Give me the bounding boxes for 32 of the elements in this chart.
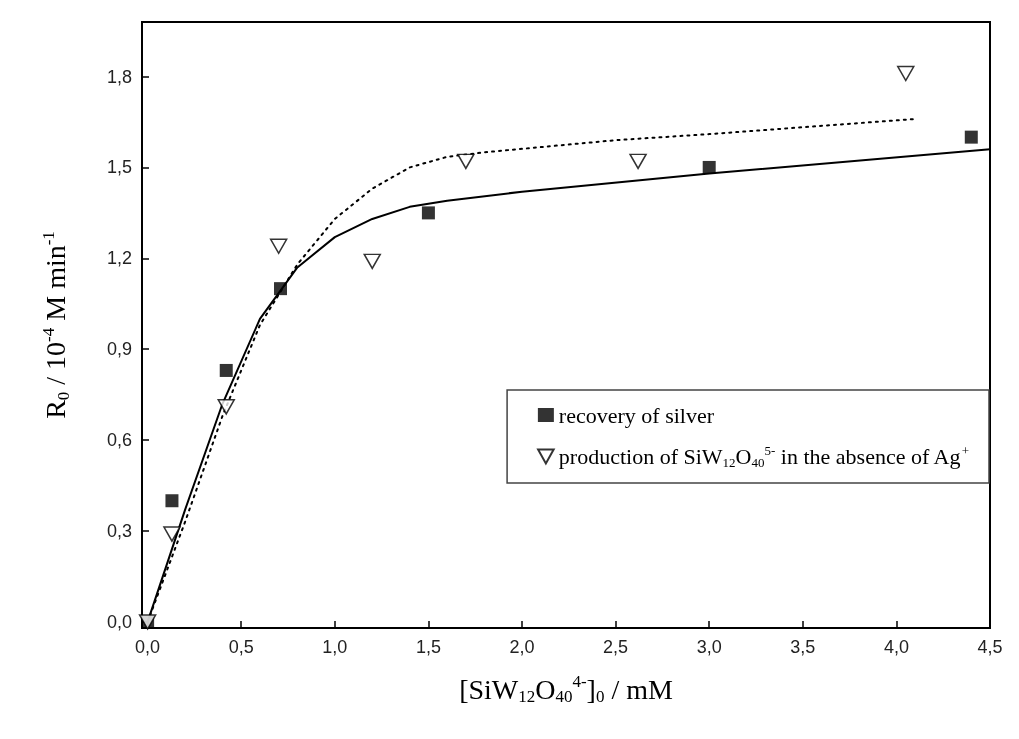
x-tick-label: 3,0 xyxy=(696,637,722,657)
x-tick-label: 1,0 xyxy=(322,637,348,657)
y-tick-label: 0,6 xyxy=(106,430,132,451)
y-tick-label: 0,3 xyxy=(106,521,132,542)
x-tick-label: 0,5 xyxy=(228,637,254,657)
legend-label: recovery of silver xyxy=(558,402,715,428)
point xyxy=(629,153,647,170)
y-tick-label: 1,5 xyxy=(106,157,132,178)
point xyxy=(457,153,475,170)
x-tick-label: 1,5 xyxy=(415,637,441,657)
x-tick-label: 4,5 xyxy=(977,637,1003,657)
x-tick-label: 0,0 xyxy=(135,637,161,657)
point xyxy=(964,130,978,144)
x-tick-label: 3,5 xyxy=(790,637,816,657)
x-tick-label: 2,5 xyxy=(603,637,629,657)
y-axis-title: R0 / 10-4 M min-1 xyxy=(38,231,73,419)
point xyxy=(269,238,288,254)
x-tick-label: 4,0 xyxy=(883,637,909,657)
point xyxy=(363,253,381,270)
y-tick-label: 1,2 xyxy=(106,248,132,269)
y-tick-label: 0,0 xyxy=(106,611,132,632)
point xyxy=(897,65,915,82)
point xyxy=(421,206,435,220)
x-tick-label: 2,0 xyxy=(509,637,535,657)
point xyxy=(219,363,233,377)
point xyxy=(217,399,235,415)
point xyxy=(274,282,288,296)
y-tick-label: 0,9 xyxy=(106,339,132,360)
point xyxy=(702,160,716,174)
point xyxy=(165,494,179,508)
point xyxy=(163,526,181,542)
y-tick-label: 1,8 xyxy=(106,66,132,87)
